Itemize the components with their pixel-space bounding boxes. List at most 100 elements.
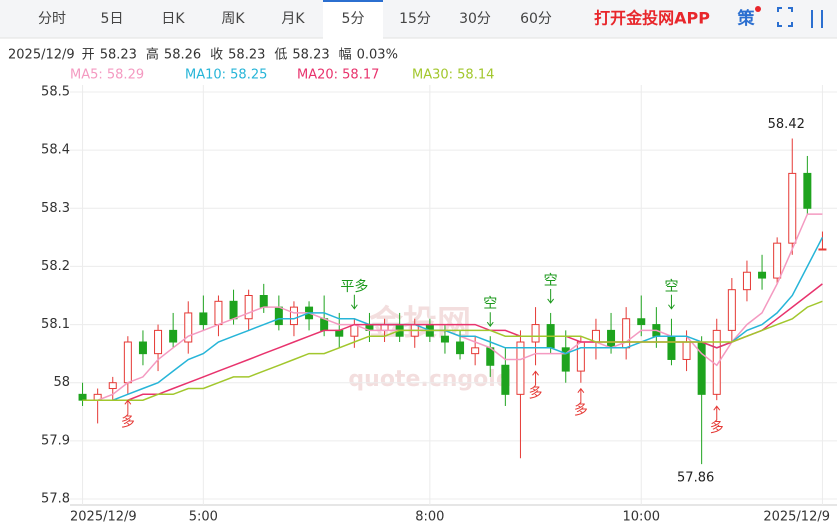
candle-body [274,306,283,326]
tab[interactable]: 60分 [520,11,552,27]
y-tick-label: 58.2 [41,259,70,274]
tab[interactable]: 日K [161,11,185,27]
candle-body [742,271,751,291]
candle-body [501,364,510,395]
tab[interactable]: 5分 [342,11,365,27]
info-label: 开 [82,48,95,63]
legend-entry: MA30: 58.14 [412,68,494,83]
candle-body [727,289,736,331]
candle-body [123,341,132,384]
info-label: 低 [274,48,287,63]
strategy-icon[interactable]: 策 [738,8,756,29]
candle-body [516,341,525,395]
info-value: 58.23 [100,48,137,63]
info-label: 幅 [339,48,352,63]
candle-body [758,271,767,279]
candle-body [576,341,585,372]
x-tick-label: 8:00 [415,510,444,525]
signal-label: 多 [710,419,724,436]
info-value: 0.03% [357,48,398,63]
extreme-label: 58.42 [768,117,805,132]
signal-arrow [547,288,555,304]
signal-arrow [350,294,358,310]
info-label: 收 [210,48,223,63]
tab-bar [0,0,837,38]
x-tick-label: 2025/12/9 [70,510,137,525]
tab[interactable]: 5日 [101,11,124,27]
ma-line [82,237,824,401]
candle-body [803,172,812,209]
candle-body [154,329,163,355]
signal-label: 空 [664,279,678,295]
signal-label: 多 [574,402,588,419]
info-label: 高 [146,47,159,63]
candle-body [335,329,344,337]
fullscreen-icon[interactable] [777,7,793,27]
x-tick-label: 5:00 [189,510,218,525]
candle-body [138,341,147,355]
candle-body [78,393,87,401]
candle-body [818,248,827,251]
signal-arrow [532,370,539,386]
signal-label: 空 [544,273,558,289]
y-tick-label: 58.1 [41,317,70,332]
more-icon[interactable] [811,10,823,28]
candle-body [667,335,676,360]
candle-body [682,341,691,360]
signal-arrow [577,387,585,403]
candle-body [199,312,208,326]
tab[interactable]: 分时 [38,11,66,27]
info-value: 58.23 [292,48,329,63]
candle-body [259,295,268,308]
watermark: 金投网 [368,304,471,344]
info-value: 58.23 [228,48,265,63]
x-tick-label: 2025/12/9 [763,510,830,525]
legend-entry: MA20: 58.17 [297,68,379,83]
candle-body [456,341,465,355]
candle-body [561,347,570,372]
candle-body [471,347,480,355]
candle-body [591,329,600,343]
signal-label: 多 [529,384,543,401]
extreme-label: 57.86 [677,471,714,486]
tab[interactable]: 周K [221,11,245,27]
y-tick-label: 57.9 [41,433,70,448]
y-tick-label: 58.3 [41,201,70,216]
candle-body [244,295,253,320]
badge [755,6,761,12]
candle-body [531,324,540,343]
legend-entry: MA10: 58.25 [185,68,267,83]
legend-entry: MA5: 58.29 [70,68,144,83]
candle-body [773,242,782,279]
active-tab [323,0,383,39]
signal-arrow [713,405,721,421]
tab[interactable]: 30分 [459,11,491,27]
signal-arrow [486,312,494,328]
candle-body [169,329,178,343]
candle-body [440,335,449,343]
y-tick-label: 58.5 [41,85,70,100]
candle-body [229,300,238,320]
candle-body [637,318,646,326]
candle-body [380,324,389,331]
candle-body [289,306,298,326]
y-tick-label: 58.4 [41,143,70,158]
info-date: 2025/12/9 [8,48,75,63]
candle-body [788,172,797,244]
candle-body [108,382,117,390]
signal-arrow [124,399,132,415]
signal-label: 空 [483,296,497,312]
candle-body [214,300,223,326]
info-value: 58.26 [164,48,201,63]
signal-arrow [668,294,675,310]
signal-label: 平多 [340,278,368,295]
x-tick-label: 10:00 [623,510,660,525]
signal-label: 多 [121,413,135,430]
tab[interactable]: 月K [281,11,305,27]
app-link[interactable]: 打开金投网APP [594,9,710,28]
y-tick-label: 58 [53,375,70,390]
ma-line [82,300,823,401]
y-tick-label: 57.8 [41,492,70,507]
tab[interactable]: 15分 [399,11,431,27]
